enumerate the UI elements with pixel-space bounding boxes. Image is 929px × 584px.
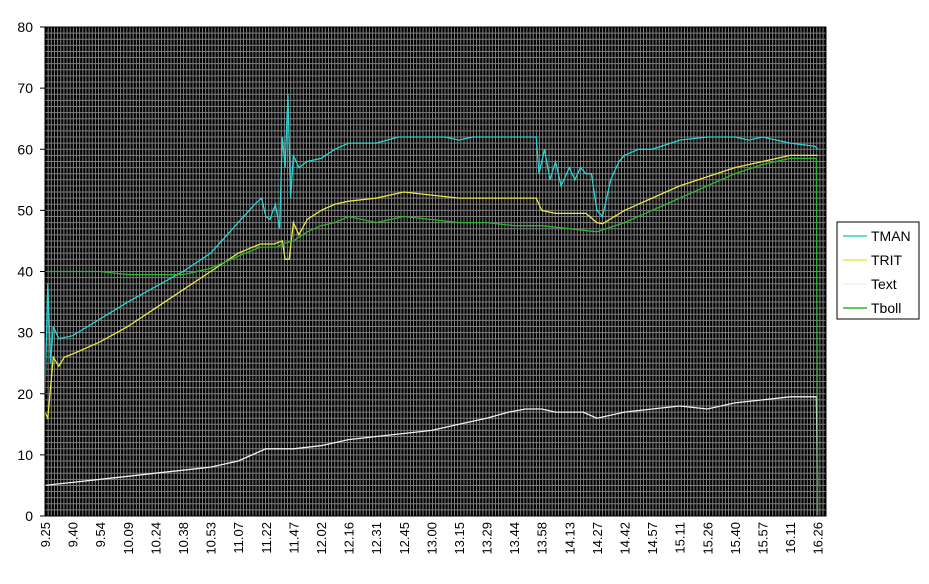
x-tick-label: 11.47 xyxy=(286,522,301,554)
y-tick-label: 20 xyxy=(17,386,33,402)
x-tick-label: 9.40 xyxy=(66,522,81,547)
series-line-trit xyxy=(44,154,818,421)
x-tick-label: 13.44 xyxy=(507,522,522,555)
x-tick-label: 13.29 xyxy=(480,522,495,555)
x-tick-label: 16.26 xyxy=(811,522,826,555)
legend-label: TMAN xyxy=(871,228,911,244)
x-tick-label: 13.00 xyxy=(424,522,439,555)
x-tick-label: 14.42 xyxy=(618,522,633,555)
series-line-text xyxy=(44,396,819,487)
legend-label: TRIT xyxy=(871,252,903,268)
x-tick-label: 9.25 xyxy=(38,522,53,547)
y-tick-label: 10 xyxy=(17,447,33,463)
x-tick-label: 14.13 xyxy=(562,522,577,555)
axes xyxy=(44,26,827,517)
legend: TMAN TRIT Text Tboll xyxy=(836,221,920,320)
x-tick-label: 11.22 xyxy=(259,522,274,554)
x-tick-label: 15.11 xyxy=(673,522,688,554)
x-tick-label: 10.09 xyxy=(121,522,136,555)
grid-lines xyxy=(44,26,826,517)
x-tick-label: 15.40 xyxy=(728,522,743,555)
x-tick-label: 13.15 xyxy=(452,522,467,555)
x-tick-label: 15.57 xyxy=(756,522,771,555)
x-tick-label: 12.45 xyxy=(397,522,412,555)
x-tick-label: 14.27 xyxy=(590,522,605,555)
x-tick-label: 9.54 xyxy=(93,522,108,547)
y-tick-label: 40 xyxy=(17,264,33,280)
plot-frame xyxy=(44,26,827,517)
x-tick-label: 15.26 xyxy=(700,522,715,555)
series-line-tboll xyxy=(45,157,819,517)
legend-box xyxy=(836,221,920,320)
y-tick-label: 0 xyxy=(25,508,33,524)
y-tick-label: 30 xyxy=(17,325,33,341)
y-tick-label: 80 xyxy=(17,19,33,35)
x-tick-label: 12.16 xyxy=(342,522,357,555)
x-tick-label: 10.24 xyxy=(148,522,163,555)
legend-label: Tboll xyxy=(871,300,901,316)
x-tick-label: 14.57 xyxy=(645,522,660,555)
x-tick-label: 16.11 xyxy=(783,522,798,554)
x-axis-tick-labels: 9.25 9.40 9.54 10.09 10.24 10.38 10.53 11.07 11.… xyxy=(38,522,826,555)
x-tick-label: 12.31 xyxy=(369,522,384,555)
x-tick-label: 11.07 xyxy=(231,522,246,554)
x-tick-label: 10.38 xyxy=(176,522,191,555)
data-series xyxy=(44,94,819,517)
series-line-tman xyxy=(44,94,819,394)
y-tick-label: 50 xyxy=(17,202,33,218)
x-tick-label: 13.58 xyxy=(535,522,550,555)
y-axis-tick-labels: 0 10 20 30 40 50 60 70 80 xyxy=(17,19,45,524)
grid-path xyxy=(44,26,826,517)
legend-label: Text xyxy=(871,276,897,292)
y-tick-label: 70 xyxy=(17,80,33,96)
x-tick-label: 10.53 xyxy=(204,522,219,555)
x-tick-label: 12.02 xyxy=(314,522,329,555)
y-tick-label: 60 xyxy=(17,141,33,157)
